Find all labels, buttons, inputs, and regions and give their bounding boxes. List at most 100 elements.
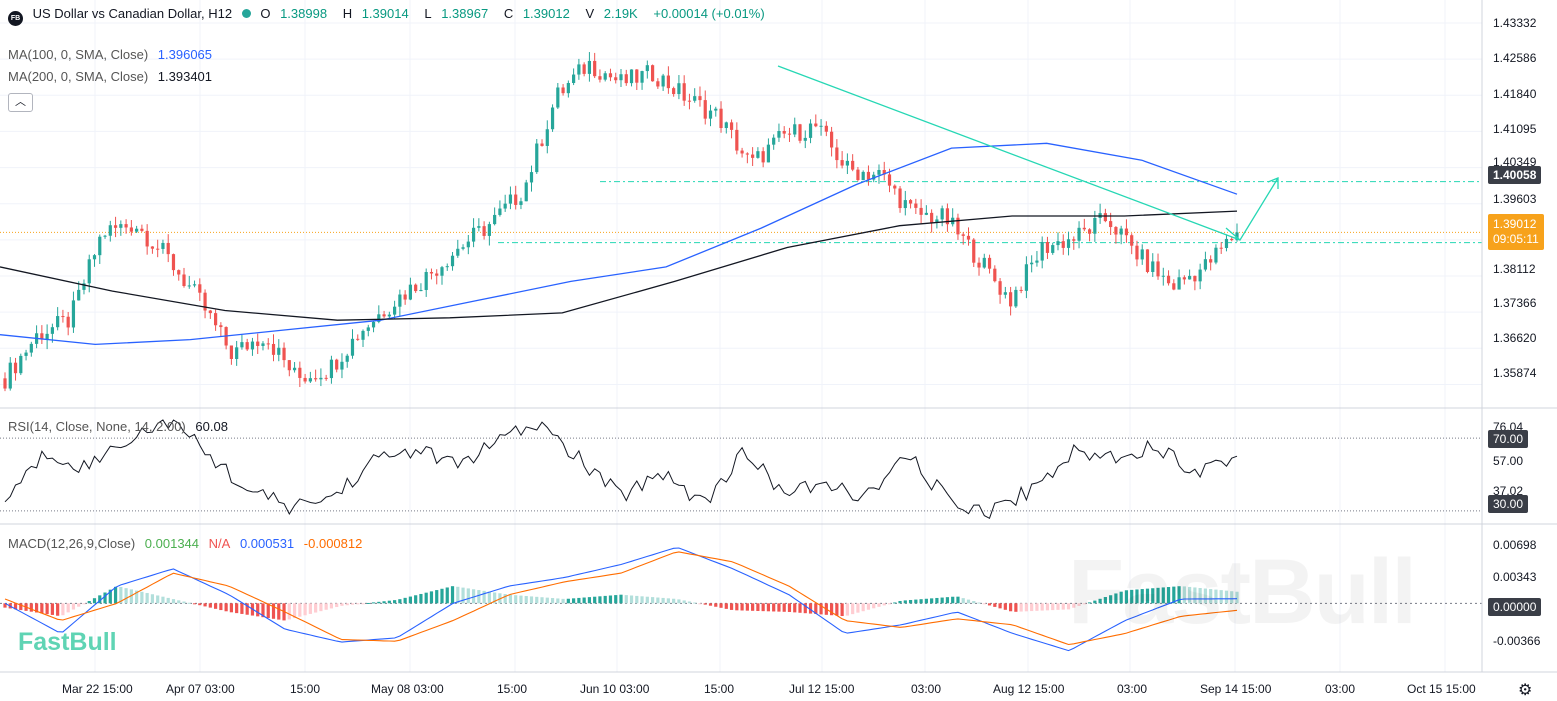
gear-icon[interactable]: ⚙	[1518, 682, 1533, 699]
chart-title[interactable]: US Dollar vs Canadian Dollar, H12	[32, 6, 233, 21]
candle-body	[1130, 235, 1134, 246]
candle-body	[1219, 247, 1223, 249]
macd-histogram-bar	[1151, 588, 1155, 604]
chevron-up-icon: ︿	[15, 96, 26, 108]
macd-histogram-bar	[171, 599, 176, 604]
level-price-tag[interactable]: 1.40058	[1488, 166, 1542, 184]
candle-body	[71, 300, 76, 328]
macd-histogram-bar	[1193, 587, 1197, 604]
candle-body	[1103, 213, 1107, 222]
macd-histogram-bar	[1087, 602, 1092, 604]
macd-histogram-bar	[1230, 591, 1234, 604]
candle-body	[935, 219, 939, 223]
candle-body	[87, 259, 91, 284]
ma200-legend[interactable]: MA(200, 0, SMA, Close) 1.393401	[8, 69, 218, 84]
candle-body	[161, 242, 165, 249]
main-legend: FB US Dollar vs Canadian Dollar, H12 O 1…	[8, 6, 771, 26]
candle-body	[371, 321, 376, 328]
candle-body	[98, 236, 102, 256]
downtrend-line	[777, 65, 1241, 241]
candle-body	[982, 257, 986, 268]
macd-histogram-bar	[672, 598, 676, 604]
macd-histogram-bar	[261, 603, 265, 618]
candle-body	[824, 125, 828, 132]
candle-body	[213, 313, 218, 326]
time-tick: 15:00	[704, 682, 735, 696]
macd-histogram-bar	[335, 603, 339, 608]
candle-body	[361, 330, 365, 340]
candle-body	[966, 235, 971, 240]
macd-legend[interactable]: MACD(12,26,9,Close) 0.001344 N/A 0.00053…	[8, 536, 368, 551]
candle-body	[1172, 283, 1176, 290]
candle-body	[1145, 249, 1150, 272]
macd-histogram-bar	[382, 601, 386, 604]
candle-body	[1188, 275, 1192, 280]
candle-body	[561, 87, 565, 94]
ma100-legend[interactable]: MA(100, 0, SMA, Close) 1.396065	[8, 47, 218, 62]
macd-histogram-bar	[140, 591, 144, 604]
candle-body	[677, 83, 681, 95]
candle-body	[1051, 245, 1055, 253]
candlestick-series	[3, 52, 1239, 392]
rsi-legend[interactable]: RSI(14, Close, None, 14, 2.00) 60.08	[8, 419, 234, 434]
candle-body	[972, 239, 976, 263]
macd-histogram-bar	[1188, 586, 1192, 604]
candle-body	[398, 294, 402, 307]
last-price-tag[interactable]: 1.39012 09:05:11	[1488, 214, 1544, 250]
candle-body	[682, 83, 686, 101]
macd-histogram-bar	[693, 602, 697, 604]
candle-body	[240, 342, 244, 348]
candle-body	[145, 230, 149, 247]
candle-body	[92, 255, 97, 260]
signal-line	[4, 551, 1238, 646]
candle-body	[603, 73, 607, 80]
candle-body	[61, 316, 65, 318]
macd-histogram-bar	[808, 603, 813, 614]
candle-body	[340, 361, 344, 370]
candle-body	[1087, 229, 1092, 234]
macd-histogram-bar	[645, 596, 649, 604]
price-levels	[0, 181, 1482, 244]
candle-body	[1209, 259, 1213, 263]
candle-body	[119, 224, 123, 228]
candle-body	[1024, 264, 1029, 291]
macd-histogram-bar	[487, 591, 491, 604]
macd-histogram-bar	[1209, 589, 1213, 604]
macd-histogram-bar	[287, 603, 291, 620]
macd-histogram-bar	[1224, 590, 1229, 604]
macd-histogram-bar	[493, 592, 497, 604]
macd-histogram-bar	[777, 603, 781, 612]
macd-histogram-bar	[393, 600, 397, 604]
macd-histogram-bar	[329, 603, 334, 609]
time-tick: Jul 12 15:00	[789, 682, 855, 696]
macd-na-value: N/A	[208, 536, 231, 551]
candle-body	[482, 226, 486, 236]
collapse-legend-button[interactable]: ︿	[8, 93, 33, 112]
macd-histogram-bar	[66, 603, 70, 613]
candle-body	[572, 74, 576, 84]
macd-histogram-bar	[829, 603, 834, 616]
candle-body	[477, 226, 481, 228]
candle-body	[761, 151, 765, 163]
candle-body	[471, 227, 476, 242]
macd-histogram-bar	[198, 603, 202, 606]
candle-body	[624, 74, 628, 84]
candle-body	[366, 327, 370, 331]
candle-body	[519, 201, 523, 205]
macd-histogram-bar	[819, 603, 823, 615]
candle-body	[545, 129, 549, 146]
rsi-line	[4, 419, 1238, 520]
candle-body	[440, 267, 444, 276]
rsi-tick-mid: 57.00	[1493, 454, 1524, 468]
macd-histogram-bar	[224, 603, 228, 612]
candle-body	[235, 347, 239, 359]
candle-body	[1003, 292, 1007, 295]
candle-body	[319, 377, 323, 380]
macd-histogram-bar	[866, 603, 871, 610]
candle-body	[708, 110, 713, 119]
macd-histogram-bar	[766, 603, 771, 612]
macd-histogram-bar	[1109, 595, 1113, 604]
macd-histogram-bar	[793, 603, 797, 613]
macd-histogram-bar	[161, 596, 165, 604]
